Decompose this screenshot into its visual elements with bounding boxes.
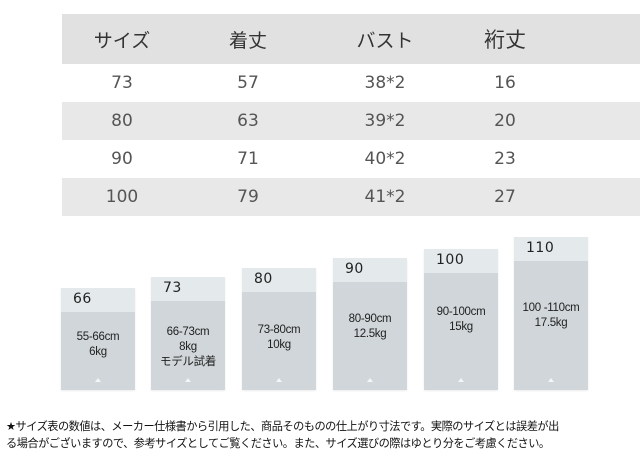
note-line-1: ★サイズ表の数値は、メーカー仕様書から引用した、商品そのものの仕上がり寸法です。…	[6, 420, 559, 433]
bar-cap	[151, 277, 225, 301]
table-cell: 57	[237, 73, 259, 93]
table-cell: 73	[111, 73, 133, 93]
size-bar: 90 80-90cm 12.5kg	[333, 258, 407, 390]
table-cell: 20	[494, 111, 516, 131]
table-cell: 41*2	[364, 187, 406, 207]
table-cell: 40*2	[364, 149, 406, 169]
table-cell: 39*2	[364, 111, 406, 131]
bar-cap	[242, 268, 316, 292]
table-row: 100 79 41*2 27	[62, 178, 640, 216]
bar-size-label: 73	[163, 280, 182, 296]
size-bar: 80 73-80cm 10kg	[242, 268, 316, 390]
table-cell: 38*2	[364, 73, 406, 93]
table-header-row: サイズ 着丈 バスト 裄丈	[62, 14, 640, 64]
bar-height-range: 80-90cm	[348, 313, 392, 325]
bar-cap	[333, 258, 407, 282]
bar-height-range: 100 -110cm	[522, 302, 580, 314]
bar-info: 80-90cm 12.5kg	[333, 312, 407, 342]
bar-cap	[424, 249, 498, 273]
triangle-marker-icon	[276, 378, 282, 382]
table-cell: 16	[494, 73, 516, 93]
size-guide: 66 55-66cm 6kg 73 66-73cm 8kg モデル試着 80 7…	[61, 237, 588, 390]
table-cell: 71	[237, 149, 259, 169]
size-bar: 66 55-66cm 6kg	[61, 288, 135, 390]
table-row: 90 71 40*2 23	[62, 140, 640, 178]
bar-weight: 12.5kg	[353, 328, 387, 340]
header-sleeve: 裄丈	[484, 28, 526, 52]
bar-size-label: 66	[73, 291, 92, 307]
triangle-marker-icon	[367, 378, 373, 382]
table-row: 80 63 39*2 20	[62, 102, 640, 140]
bar-info: 100 -110cm 17.5kg	[514, 301, 588, 331]
table-cell: 90	[111, 149, 133, 169]
bar-size-label: 80	[254, 271, 273, 287]
bar-size-label: 110	[526, 240, 555, 256]
bar-size-label: 90	[345, 261, 364, 277]
size-table: サイズ 着丈 バスト 裄丈 73 57 38*2 16 80 63 39*2 2…	[62, 14, 640, 216]
bar-weight: 15kg	[449, 321, 473, 333]
bar-weight: 10kg	[267, 339, 291, 351]
bar-weight: 8kg	[179, 341, 197, 353]
table-cell: 80	[111, 111, 133, 131]
note-line-2: る場合がございますので、参考サイズとしてご覧ください。また、サイズ選びの際はゆと…	[6, 437, 550, 450]
bar-weight: 6kg	[89, 346, 107, 358]
size-bar: 73 66-73cm 8kg モデル試着	[151, 277, 225, 390]
header-bust: バスト	[356, 29, 414, 52]
table-cell: 63	[237, 111, 259, 131]
header-length: 着丈	[228, 29, 267, 52]
table-cell: 79	[237, 187, 259, 207]
bar-height-range: 55-66cm	[76, 331, 120, 343]
table-cell: 23	[494, 149, 516, 169]
bar-height-range: 73-80cm	[257, 324, 301, 336]
triangle-marker-icon	[185, 378, 191, 382]
triangle-marker-icon	[458, 378, 464, 382]
bar-size-label: 100	[436, 252, 465, 268]
bar-info: 66-73cm 8kg モデル試着	[151, 325, 225, 370]
size-bar: 100 90-100cm 15kg	[424, 249, 498, 390]
size-note: ★サイズ表の数値は、メーカー仕様書から引用した、商品そのものの仕上がり寸法です。…	[6, 418, 640, 452]
triangle-marker-icon	[548, 378, 554, 382]
bar-cap	[61, 288, 135, 312]
bar-info: 73-80cm 10kg	[242, 323, 316, 353]
bar-cap	[514, 237, 588, 261]
bar-height-range: 90-100cm	[436, 306, 486, 318]
table-row: 73 57 38*2 16	[62, 64, 640, 102]
header-size: サイズ	[93, 29, 151, 52]
table-cell: 27	[494, 187, 516, 207]
bar-info: 90-100cm 15kg	[424, 305, 498, 335]
bar-info: 55-66cm 6kg	[61, 330, 135, 360]
bar-weight: 17.5kg	[534, 317, 568, 329]
size-bar: 110 100 -110cm 17.5kg	[514, 237, 588, 390]
table-cell: 100	[105, 187, 139, 207]
bar-model-note: モデル試着	[160, 356, 216, 368]
bar-height-range: 66-73cm	[166, 326, 210, 338]
triangle-marker-icon	[95, 378, 101, 382]
